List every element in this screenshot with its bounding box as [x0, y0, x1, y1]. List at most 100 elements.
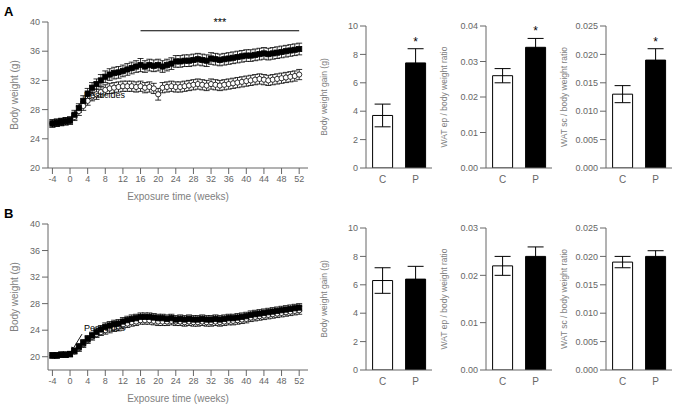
svg-text:20: 20	[30, 163, 40, 173]
svg-text:6: 6	[353, 78, 358, 88]
svg-text:0.00: 0.00	[460, 365, 478, 375]
svg-text:40: 40	[241, 376, 251, 386]
svg-text:0.020: 0.020	[575, 50, 598, 60]
svg-text:*: *	[533, 24, 538, 38]
svg-text:44: 44	[259, 174, 269, 184]
svg-text:36: 36	[224, 376, 234, 386]
svg-text:8: 8	[353, 50, 358, 60]
svg-text:4: 4	[353, 308, 358, 318]
svg-text:28: 28	[30, 299, 40, 309]
svg-text:4: 4	[85, 376, 90, 386]
svg-text:4: 4	[353, 106, 358, 116]
svg-text:P: P	[532, 174, 539, 185]
svg-text:-4: -4	[48, 174, 56, 184]
svg-text:20: 20	[153, 376, 163, 386]
svg-text:0.01: 0.01	[460, 318, 478, 328]
svg-text:C: C	[619, 174, 626, 185]
svg-text:0.020: 0.020	[575, 252, 598, 262]
svg-text:0.000: 0.000	[575, 365, 598, 375]
svg-text:8: 8	[103, 376, 108, 386]
svg-text:WAT sc / body weight ratio: WAT sc / body weight ratio	[559, 249, 569, 349]
svg-text:24: 24	[171, 376, 181, 386]
svg-text:32: 32	[30, 272, 40, 282]
svg-text:12: 12	[118, 376, 128, 386]
svg-text:P: P	[532, 376, 539, 387]
svg-text:0.03: 0.03	[460, 57, 478, 67]
svg-text:52: 52	[294, 174, 304, 184]
svg-text:0.015: 0.015	[575, 78, 598, 88]
svg-text:P: P	[652, 174, 659, 185]
svg-text:Pesticides: Pesticides	[84, 323, 126, 333]
svg-text:48: 48	[277, 376, 287, 386]
svg-text:40: 40	[30, 219, 40, 229]
svg-text:10: 10	[348, 223, 358, 233]
svg-text:Exposure time (weeks): Exposure time (weeks)	[127, 393, 229, 404]
svg-text:Pesticides: Pesticides	[84, 90, 126, 100]
svg-text:WAT ep / body weight ratio: WAT ep / body weight ratio	[439, 248, 449, 349]
svg-text:C: C	[379, 376, 386, 387]
svg-text:*: *	[653, 35, 658, 49]
svg-text:36: 36	[224, 174, 234, 184]
svg-text:Exposure time (weeks): Exposure time (weeks)	[127, 191, 229, 202]
svg-text:WAT ep / body weight ratio: WAT ep / body weight ratio	[439, 46, 449, 147]
svg-text:C: C	[379, 174, 386, 185]
svg-text:0.02: 0.02	[460, 271, 478, 281]
svg-text:24: 24	[171, 174, 181, 184]
svg-text:20: 20	[153, 174, 163, 184]
svg-text:8: 8	[353, 252, 358, 262]
svg-text:8: 8	[103, 174, 108, 184]
svg-text:*: *	[413, 35, 418, 49]
svg-text:0.010: 0.010	[575, 106, 598, 116]
svg-text:24: 24	[30, 325, 40, 335]
svg-text:0.025: 0.025	[575, 223, 598, 233]
svg-text:16: 16	[136, 376, 146, 386]
svg-text:36: 36	[30, 46, 40, 56]
svg-text:0.03: 0.03	[460, 223, 478, 233]
svg-text:Body weight gain (g): Body weight gain (g)	[319, 260, 329, 338]
svg-text:32: 32	[30, 76, 40, 86]
svg-text:4: 4	[85, 174, 90, 184]
svg-text:10: 10	[348, 21, 358, 31]
svg-text:0: 0	[68, 174, 73, 184]
svg-text:28: 28	[30, 105, 40, 115]
svg-text:12: 12	[118, 174, 128, 184]
svg-text:2: 2	[353, 135, 358, 145]
svg-text:Body weight gain (g): Body weight gain (g)	[319, 58, 329, 136]
svg-text:28: 28	[188, 174, 198, 184]
svg-text:0.02: 0.02	[460, 92, 478, 102]
svg-text:0.015: 0.015	[575, 280, 598, 290]
svg-text:0.010: 0.010	[575, 308, 598, 318]
svg-text:0: 0	[353, 163, 358, 173]
svg-text:32: 32	[206, 174, 216, 184]
svg-text:0.000: 0.000	[575, 163, 598, 173]
svg-text:0.00: 0.00	[460, 163, 478, 173]
svg-text:C: C	[499, 174, 506, 185]
svg-text:P: P	[652, 376, 659, 387]
svg-text:0.005: 0.005	[575, 337, 598, 347]
svg-text:40: 40	[30, 17, 40, 27]
svg-text:-4: -4	[48, 376, 56, 386]
svg-text:6: 6	[353, 280, 358, 290]
svg-text:P: P	[412, 174, 419, 185]
svg-text:0.01: 0.01	[460, 128, 478, 138]
svg-text:Body weight (g): Body weight (g)	[9, 60, 20, 129]
svg-text:36: 36	[30, 246, 40, 256]
svg-text:0.04: 0.04	[460, 21, 478, 31]
svg-text:WAT sc / body weight ratio: WAT sc / body weight ratio	[559, 47, 569, 147]
svg-text:***: ***	[213, 16, 227, 28]
svg-text:52: 52	[294, 376, 304, 386]
svg-text:40: 40	[241, 174, 251, 184]
svg-text:0: 0	[353, 365, 358, 375]
svg-text:2: 2	[353, 337, 358, 347]
svg-text:32: 32	[206, 376, 216, 386]
svg-text:28: 28	[188, 376, 198, 386]
svg-text:20: 20	[30, 352, 40, 362]
svg-text:C: C	[499, 376, 506, 387]
svg-text:16: 16	[136, 174, 146, 184]
svg-text:C: C	[619, 376, 626, 387]
svg-text:24: 24	[30, 134, 40, 144]
svg-text:P: P	[412, 376, 419, 387]
svg-text:0: 0	[68, 376, 73, 386]
svg-text:0.005: 0.005	[575, 135, 598, 145]
svg-text:48: 48	[277, 174, 287, 184]
